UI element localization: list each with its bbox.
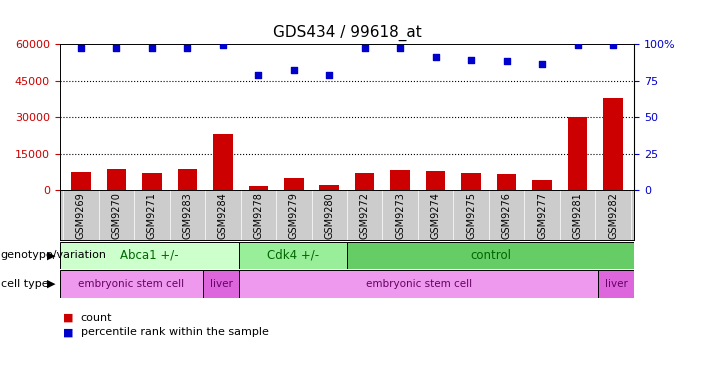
Point [536,61,547,67]
Text: ■: ■ [63,313,74,323]
Point [430,54,442,60]
Text: ▶: ▶ [47,279,55,289]
Text: GSM9270: GSM9270 [111,192,121,239]
Text: GSM9276: GSM9276 [502,192,512,239]
Text: GSM9272: GSM9272 [360,192,369,239]
Bar [60,242,239,269]
Text: embryonic stem cell: embryonic stem cell [79,279,184,289]
Text: count: count [81,313,112,323]
Text: GSM9277: GSM9277 [537,192,547,239]
Bar [177,169,197,190]
Text: GSM9279: GSM9279 [289,192,299,239]
Bar [213,134,233,190]
Point [75,45,86,51]
Text: GSM9282: GSM9282 [608,192,618,239]
Bar [604,98,623,190]
Bar [532,180,552,190]
Bar [320,185,339,190]
Bar [461,173,481,190]
Bar [426,171,445,190]
Bar [568,117,587,190]
Point [324,72,335,78]
Bar [249,186,268,190]
Point [501,59,512,64]
Text: GSM9269: GSM9269 [76,192,86,239]
Point [147,45,158,51]
Text: cell type: cell type [1,279,48,289]
Point [288,67,299,73]
Text: GSM9275: GSM9275 [466,192,476,239]
Text: control: control [470,249,511,262]
Text: GSM9278: GSM9278 [253,192,264,239]
Bar [347,242,634,269]
Text: GSM9283: GSM9283 [182,192,192,239]
Text: embryonic stem cell: embryonic stem cell [366,279,472,289]
Bar [71,172,90,190]
Text: Cdk4 +/-: Cdk4 +/- [267,249,319,262]
Point [608,42,619,48]
Point [572,42,583,48]
Point [252,72,264,78]
Text: ■: ■ [63,327,74,337]
Bar [239,270,599,298]
Text: GSM9284: GSM9284 [218,192,228,239]
Bar [497,174,517,190]
Point [359,45,370,51]
Text: liver: liver [210,279,233,289]
Bar [284,178,304,190]
Text: percentile rank within the sample: percentile rank within the sample [81,327,268,337]
Text: genotype/variation: genotype/variation [1,250,107,260]
Text: GSM9281: GSM9281 [573,192,583,239]
Bar [239,242,347,269]
Point [182,45,193,51]
Point [395,45,406,51]
Text: GSM9273: GSM9273 [395,192,405,239]
Bar [355,173,374,190]
Bar [60,270,203,298]
Bar [390,170,410,190]
Bar [142,173,162,190]
Point [111,45,122,51]
Point [465,57,477,63]
Title: GDS434 / 99618_at: GDS434 / 99618_at [273,25,421,41]
Bar [203,270,239,298]
Text: GSM9274: GSM9274 [430,192,441,239]
Text: GSM9271: GSM9271 [147,192,157,239]
Text: Abca1 +/-: Abca1 +/- [120,249,179,262]
Text: GSM9280: GSM9280 [325,192,334,239]
Bar [107,169,126,190]
Text: liver: liver [605,279,628,289]
Text: ▶: ▶ [47,250,55,260]
Point [217,42,229,48]
Bar [599,270,634,298]
